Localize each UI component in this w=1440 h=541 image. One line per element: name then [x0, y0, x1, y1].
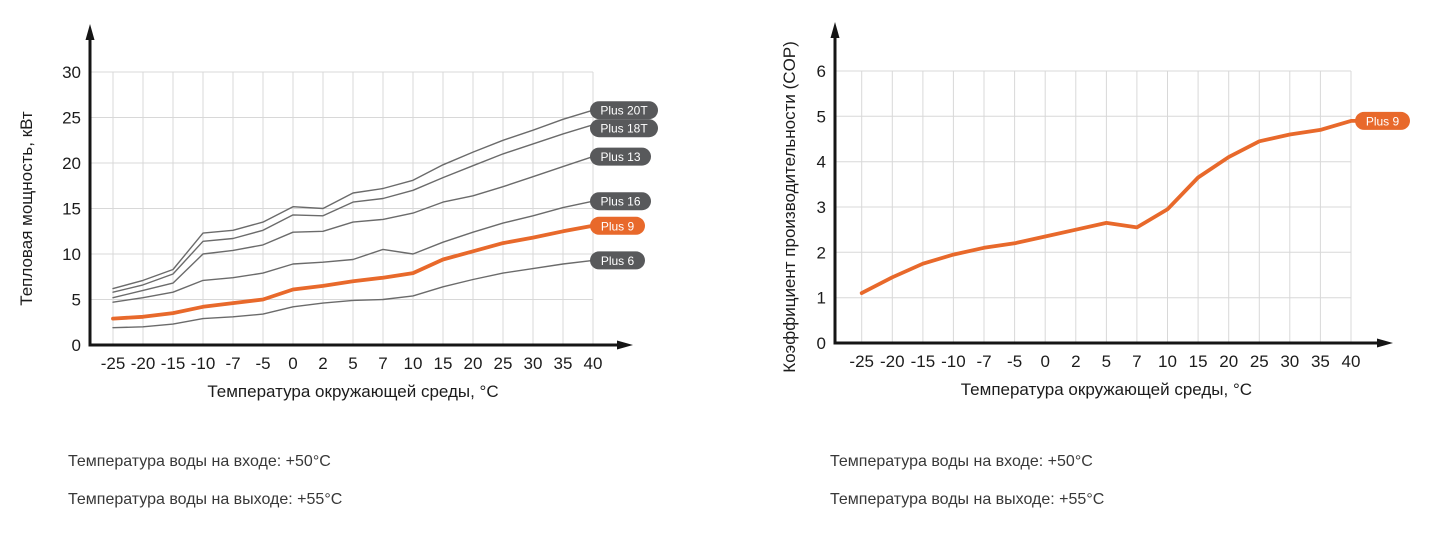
y-tick-label: 15 — [62, 200, 81, 219]
x-tick-label: 25 — [1250, 352, 1269, 371]
x-tick-label: -20 — [880, 352, 905, 371]
y-tick-label: 4 — [817, 153, 826, 172]
series-badge-label: Plus 13 — [600, 150, 640, 164]
water-outlet-temp-note: Температура воды на выходе: +55°C — [68, 491, 343, 508]
y-axis-title: Тепловая мощность, кВт — [17, 111, 36, 306]
x-tick-label: 40 — [584, 354, 603, 373]
x-tick-label: -25 — [101, 354, 126, 373]
series-line-plus-9 — [111, 223, 604, 321]
x-tick-label: -25 — [849, 352, 874, 371]
y-tick-label: 3 — [817, 198, 826, 217]
x-axis-arrow-icon — [1377, 338, 1393, 348]
y-tick-label: 20 — [62, 154, 81, 173]
heat-output-figure: -25 -20 -15 -10 -7 -5 0 2 5 7 10 15 20 25 30 35 40 0 5 10 15… — [0, 0, 720, 420]
series-line-plus-20t — [112, 109, 603, 290]
x-tick-label: 40 — [1342, 352, 1361, 371]
x-axis-arrow-icon — [617, 340, 633, 350]
x-tick-label: 30 — [1280, 352, 1299, 371]
series-badge-label: Plus 20T — [600, 104, 648, 118]
x-tick-label: 0 — [1040, 352, 1049, 371]
water-inlet-temp-note: Температура воды на входе: +50°C — [68, 453, 331, 470]
series-line-plus-6 — [112, 259, 603, 329]
x-tick-label: -7 — [225, 354, 240, 373]
series-badge-label: Plus 6 — [601, 254, 635, 268]
y-axis-arrow-icon — [830, 22, 840, 38]
water-outlet-temp-note: Температура воды на выходе: +55°C — [830, 491, 1105, 508]
axes — [830, 22, 1393, 348]
x-tick-label: 15 — [1189, 352, 1208, 371]
y-axis-title: Коэффициент производительности (COP) — [780, 41, 799, 373]
y-tick-label: 5 — [817, 107, 826, 126]
x-tick-label: 2 — [318, 354, 327, 373]
series-badge-plus-16: Plus 16 — [590, 192, 651, 211]
series-line-plus-18t — [112, 124, 603, 293]
x-tick-label: 35 — [1311, 352, 1330, 371]
x-tick-label: 20 — [1219, 352, 1238, 371]
water-inlet-temp-note: Температура воды на входе: +50°C — [830, 453, 1093, 470]
series-badge-plus-13: Plus 13 — [590, 147, 651, 166]
x-tick-label: 7 — [378, 354, 387, 373]
y-tick-labels: 0 1 2 3 4 5 6 — [817, 62, 826, 353]
y-tick-label: 2 — [817, 243, 826, 262]
heat-output-chart: -25 -20 -15 -10 -7 -5 0 2 5 7 10 15 20 25 30 35 40051015… — [17, 24, 658, 401]
x-axis-title: Температура окружающей среды, °C — [961, 380, 1252, 399]
x-tick-label: -10 — [191, 354, 216, 373]
x-tick-label: -5 — [1007, 352, 1022, 371]
grid — [835, 70, 1352, 343]
cop-figure: -25 -20 -15 -10 -7 -5 0 2 5 7 10 15 20 25 30 35 40 0 1 2 3 4 5… — [720, 0, 1440, 420]
x-tick-label: -7 — [976, 352, 991, 371]
series-badge-plus-20t: Plus 20T — [590, 101, 658, 120]
y-tick-label: 5 — [72, 291, 81, 310]
series-badge-plus-9: Plus 9 — [1355, 111, 1410, 130]
x-tick-label: 10 — [1158, 352, 1177, 371]
series-badge-plus-18t: Plus 18T — [590, 119, 658, 138]
x-tick-label: 15 — [434, 354, 453, 373]
series-badge-label: Plus 18T — [600, 122, 648, 136]
x-tick-label: -5 — [255, 354, 270, 373]
x-axis-title: Температура окружающей среды, °C — [207, 382, 498, 401]
x-tick-label: 10 — [404, 354, 423, 373]
y-axis-arrow-icon — [85, 24, 95, 40]
x-tick-labels: -25 -20 -15 -10 -7 -5 0 2 5 7 10 15 20 25 30 35 40 — [101, 354, 603, 373]
axes — [85, 24, 633, 350]
x-tick-label: 2 — [1071, 352, 1080, 371]
y-tick-label: 25 — [62, 109, 81, 128]
x-tick-labels: -25 -20 -15 -10 -7 -5 0 2 5 7 10 15 20 25 30 35 40 — [849, 352, 1360, 371]
x-tick-label: 25 — [494, 354, 513, 373]
series-line-plus-16 — [112, 200, 603, 303]
x-tick-label: -15 — [161, 354, 186, 373]
grid — [90, 71, 594, 345]
y-tick-label: 10 — [62, 245, 81, 264]
x-tick-label: -15 — [911, 352, 936, 371]
x-tick-label: 35 — [554, 354, 573, 373]
series-line-plus-9 — [859, 119, 1369, 296]
x-tick-label: 5 — [1102, 352, 1111, 371]
x-tick-label: 7 — [1132, 352, 1141, 371]
series-badge-label: Plus 16 — [600, 195, 640, 209]
series-badge-label: Plus 9 — [1366, 114, 1400, 128]
y-tick-label: 30 — [62, 63, 81, 82]
y-tick-labels: 0 5 10 15 20 25 30 — [62, 63, 81, 355]
x-tick-label: 30 — [524, 354, 543, 373]
cop-chart: -25 -20 -15 -10 -7 -5 0 2 5 7 10 15 20 25 30 35 40012345… — [780, 22, 1410, 399]
series-badge-label: Plus 9 — [601, 219, 635, 233]
y-tick-label: 0 — [817, 334, 826, 353]
x-tick-label: -20 — [131, 354, 156, 373]
x-tick-label: 5 — [348, 354, 357, 373]
x-tick-label: 20 — [464, 354, 483, 373]
y-tick-label: 6 — [817, 62, 826, 81]
x-tick-label: 0 — [288, 354, 297, 373]
series-badge-plus-6: Plus 6 — [590, 251, 645, 270]
series-badge-plus-9: Plus 9 — [590, 216, 645, 235]
series-line-plus-13 — [112, 155, 603, 299]
x-tick-label: -10 — [941, 352, 966, 371]
y-tick-label: 0 — [72, 336, 81, 355]
y-tick-label: 1 — [817, 289, 826, 308]
